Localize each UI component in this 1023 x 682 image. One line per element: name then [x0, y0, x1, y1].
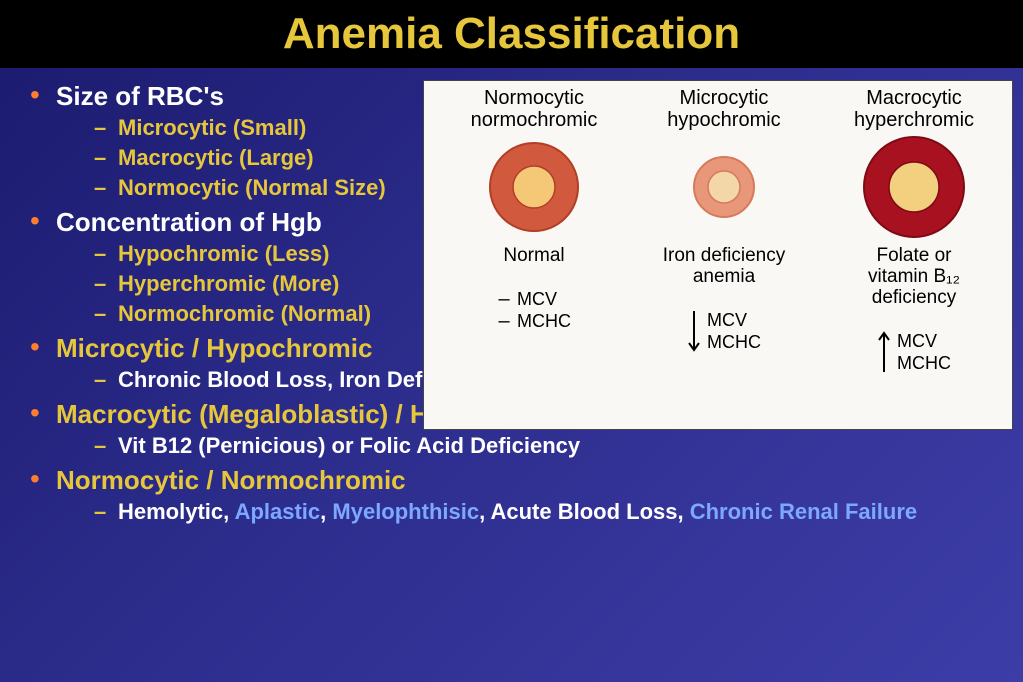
diagram-caption: Iron deficiencyanemia — [634, 245, 814, 287]
arrow-up-icon — [877, 330, 891, 374]
diagram-type-label: Macrocytichyperchromic — [824, 87, 1004, 131]
bullet-text: Size of RBC's — [56, 81, 224, 111]
page-title: Anemia Classification — [283, 9, 740, 59]
bullet-text: Concentration of Hgb — [56, 207, 322, 237]
bullet-text: Hypochromic (Less) — [118, 241, 330, 266]
rbc-cell-icon — [444, 137, 624, 237]
bullet-level2: Hemolytic, Aplastic, Myelophthisic, Acut… — [94, 498, 1003, 526]
diagram-metrics: ––MCVMCHC — [444, 288, 624, 332]
title-bar: Anemia Classification — [0, 0, 1023, 68]
bullet-level1: Normocytic / Normochromic Hemolytic, Apla… — [30, 464, 1003, 526]
rbc-cell-icon — [824, 137, 1004, 237]
rbc-diagram: Normocyticnormochromic Normal––MCVMCHCMi… — [423, 80, 1013, 430]
diagram-metrics: MCVMCHC — [824, 330, 1004, 374]
diagram-column: Normocyticnormochromic Normal ––MCVMCHC — [444, 87, 624, 332]
diagram-caption: Folate orvitamin B₁₂deficiency — [824, 245, 1004, 308]
diagram-type-label: Normocyticnormochromic — [444, 87, 624, 131]
diagram-metrics: MCVMCHC — [634, 309, 814, 353]
arrow-down-icon — [687, 309, 701, 353]
bullet-text: Vit B12 (Pernicious) or Folic Acid Defic… — [118, 433, 580, 458]
bullet-text: Normochromic (Normal) — [118, 301, 371, 326]
bullet-text: Microcytic (Small) — [118, 115, 306, 140]
diagram-column: Microcytichypochromic Iron deficiencyane… — [634, 87, 814, 353]
bullet-text: Microcytic / Hypochromic — [56, 333, 372, 363]
diagram-type-label: Microcytichypochromic — [634, 87, 814, 131]
diagram-column: Macrocytichyperchromic Folate orvitamin … — [824, 87, 1004, 374]
bullet-text: Macrocytic (Large) — [118, 145, 314, 170]
bullet-text: Normocytic (Normal Size) — [118, 175, 386, 200]
bullet-text: Hyperchromic (More) — [118, 271, 339, 296]
bullet-level2: Vit B12 (Pernicious) or Folic Acid Defic… — [94, 432, 1003, 460]
diagram-caption: Normal — [444, 245, 624, 266]
bullet-text: Normocytic / Normochromic — [56, 465, 406, 495]
rbc-cell-icon — [634, 137, 814, 237]
content-area: Size of RBC's Microcytic (Small) Macrocyti… — [20, 80, 1003, 672]
bullet-text: Hemolytic, Aplastic, Myelophthisic, Acut… — [118, 499, 917, 524]
